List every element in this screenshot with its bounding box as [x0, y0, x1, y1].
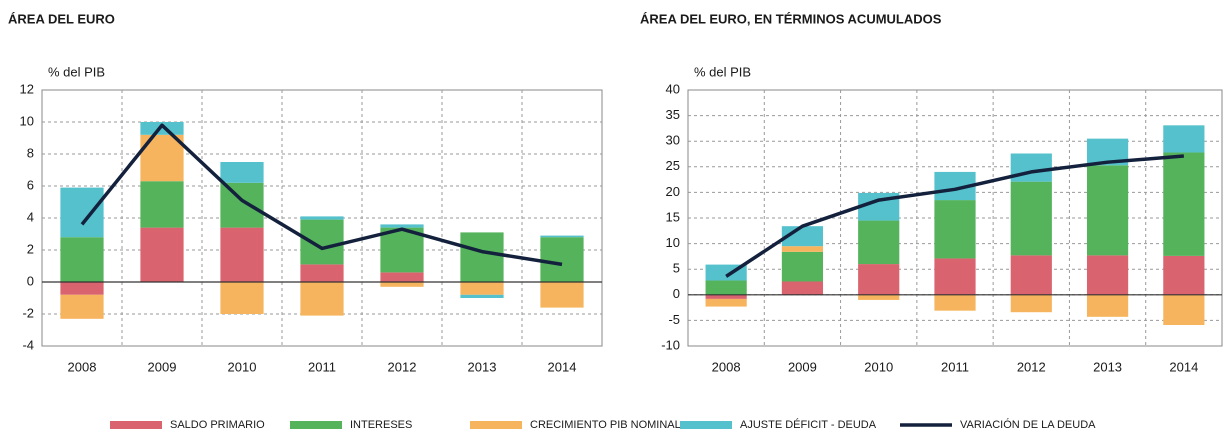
- bar-segment: [1010, 255, 1052, 295]
- bar-segment: [220, 162, 264, 183]
- x-tick-label: 2011: [941, 359, 969, 374]
- y-tick-label: -10: [661, 337, 680, 352]
- y-tick-label: 10: [666, 235, 680, 250]
- bar-segment: [1163, 125, 1205, 153]
- legend-swatch: [290, 421, 342, 429]
- bar-segment: [1086, 255, 1129, 295]
- bar-segment: [60, 282, 104, 295]
- bar-segment: [380, 224, 424, 228]
- bar-segment: [705, 298, 747, 307]
- x-tick-label: 2009: [148, 359, 177, 374]
- y-tick-label: 12: [20, 81, 34, 96]
- x-tick-label: 2008: [712, 359, 741, 374]
- y-tick-label: 35: [666, 107, 680, 122]
- y-tick-label: 4: [27, 209, 34, 224]
- chart-title: ÁREA DEL EURO, EN TÉRMINOS ACUMULADOS: [640, 11, 942, 26]
- bar-segment: [300, 282, 344, 316]
- bar-segment: [858, 294, 900, 300]
- bar-segment: [300, 219, 344, 265]
- x-tick-label: 2009: [788, 359, 817, 374]
- bar-segment: [1163, 255, 1205, 295]
- x-tick-label: 2014: [1169, 359, 1198, 374]
- legend-label: AJUSTE DÉFICIT - DEUDA: [740, 418, 877, 431]
- bar-segment: [1086, 165, 1129, 256]
- bar-segment: [1163, 294, 1205, 326]
- y-tick-label: -5: [668, 312, 680, 327]
- x-tick-label: 2014: [548, 359, 577, 374]
- bar-segment: [781, 251, 824, 282]
- bar-segment: [934, 294, 976, 311]
- x-tick-label: 2010: [864, 359, 893, 374]
- bar-segment: [460, 294, 504, 298]
- chart-title: ÁREA DEL EURO: [8, 11, 115, 26]
- y-tick-label: 40: [666, 81, 680, 96]
- y-tick-label: 0: [27, 273, 34, 288]
- x-tick-label: 2010: [228, 359, 257, 374]
- y-axis-label: % del PIB: [48, 64, 105, 79]
- bar-segment: [1163, 152, 1205, 256]
- x-tick-label: 2012: [1017, 359, 1046, 374]
- y-tick-label: 25: [666, 158, 680, 173]
- bar-segment: [220, 182, 264, 228]
- bar-segment: [540, 237, 584, 282]
- bar-segment: [60, 237, 104, 282]
- bar-segment: [1010, 153, 1052, 182]
- bar-segment: [1010, 181, 1052, 256]
- y-tick-label: 8: [27, 145, 34, 160]
- bar-segment: [60, 294, 104, 319]
- y-tick-label: -4: [22, 337, 34, 352]
- bar-segment: [858, 220, 900, 265]
- bar-segment: [60, 187, 104, 238]
- x-tick-label: 2012: [388, 359, 417, 374]
- legend-label: SALDO PRIMARIO: [170, 419, 265, 431]
- bar-segment: [140, 122, 184, 135]
- bar-segment: [380, 227, 424, 273]
- x-tick-label: 2008: [68, 359, 97, 374]
- legend-swatch: [470, 421, 522, 429]
- bar-segment: [540, 235, 584, 238]
- y-tick-label: 15: [666, 209, 680, 224]
- y-tick-label: 10: [20, 113, 34, 128]
- y-tick-label: 20: [666, 184, 680, 199]
- legend-label: CRECIMIENTO PIB NOMINAL: [530, 419, 681, 431]
- bar-segment: [1010, 294, 1052, 313]
- legend-label: INTERESES: [350, 419, 412, 431]
- bar-segment: [460, 232, 504, 282]
- y-tick-label: 6: [27, 177, 34, 192]
- bar-segment: [300, 264, 344, 282]
- bar-segment: [300, 216, 344, 220]
- bar-segment: [140, 181, 184, 228]
- bar-segment: [380, 272, 424, 282]
- debt-line: [80, 123, 563, 267]
- legend-label: VARIACIÓN DE LA DEUDA: [960, 418, 1096, 431]
- y-tick-label: 2: [27, 241, 34, 256]
- y-tick-label: -2: [22, 305, 34, 320]
- bar-segment: [781, 246, 824, 252]
- bar-segment: [460, 282, 504, 295]
- bar-segment: [705, 294, 747, 299]
- legend-swatch: [110, 421, 162, 429]
- y-tick-label: 5: [673, 261, 680, 276]
- bar-segment: [705, 280, 747, 295]
- bar-segment: [140, 227, 184, 282]
- x-tick-label: 2013: [1093, 359, 1122, 374]
- y-axis-label: % del PIB: [694, 64, 751, 79]
- bar-segment: [934, 258, 976, 295]
- y-tick-label: 0: [673, 286, 680, 301]
- y-tick-label: 30: [666, 133, 680, 148]
- x-tick-label: 2011: [308, 359, 336, 374]
- bar-segment: [934, 200, 976, 259]
- debt-line: [725, 154, 1184, 278]
- x-tick-label: 2013: [468, 359, 497, 374]
- bar-segment: [781, 281, 824, 295]
- bar-segment: [380, 282, 424, 287]
- legend-swatch: [680, 421, 732, 429]
- bar-segment: [858, 264, 900, 295]
- bar-segment: [1086, 294, 1129, 317]
- bar-segment: [540, 282, 584, 308]
- bar-segment: [220, 282, 264, 314]
- bar-segment: [220, 227, 264, 282]
